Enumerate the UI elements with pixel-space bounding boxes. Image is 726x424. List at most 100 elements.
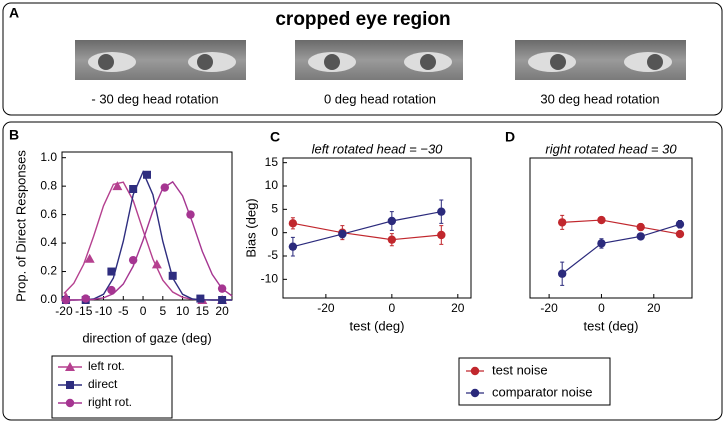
marker [437, 230, 446, 240]
series-line [561, 223, 681, 275]
y-tick-label: 0 [271, 225, 278, 239]
marker [65, 398, 75, 408]
y-tick-label: 5 [271, 202, 278, 216]
marker [288, 219, 298, 228]
marker [186, 210, 195, 219]
series-line [292, 222, 442, 241]
y-axis-label: Prop. of Direct Responses [13, 150, 28, 302]
marker [107, 267, 116, 276]
y-tick-label: 1.0 [40, 150, 57, 164]
panel-label: D [505, 129, 515, 145]
y-tick-label: -10 [261, 272, 279, 286]
x-axis-label: test (deg) [584, 318, 639, 333]
legend-label: direct [88, 377, 118, 391]
panel-label: A [9, 5, 19, 21]
image-caption: - 30 deg head rotation [91, 91, 218, 106]
chart-title: right rotated head = 30 [545, 141, 677, 156]
y-tick-label: 0.4 [40, 235, 57, 249]
marker [66, 381, 74, 389]
marker [128, 255, 138, 265]
image-caption: 30 deg head rotation [540, 91, 659, 106]
marker [143, 170, 151, 179]
eye-image [75, 40, 246, 80]
marker [61, 295, 71, 305]
x-tick-label: 0 [388, 301, 395, 315]
marker [107, 285, 116, 295]
eye-image [515, 40, 686, 80]
y-tick-label: 0.0 [40, 292, 57, 306]
marker [218, 296, 227, 304]
legend-label: left rot. [88, 359, 125, 373]
y-tick-label: -5 [267, 248, 278, 262]
marker [387, 216, 397, 226]
y-axis-label: Bias (deg) [243, 198, 258, 257]
marker [129, 185, 138, 193]
panel-a-frame [2, 2, 723, 116]
panel-title: cropped eye region [275, 9, 450, 30]
panel-label: B [9, 127, 19, 143]
panel-bcd-frame [2, 121, 723, 421]
marker [470, 388, 480, 398]
x-tick-label: -20 [317, 301, 335, 315]
x-tick-label: -20 [540, 301, 558, 315]
marker [151, 259, 162, 269]
image-caption: 0 deg head rotation [324, 91, 436, 106]
x-tick-label: 10 [176, 304, 190, 318]
x-tick-label: 20 [451, 301, 465, 315]
marker [84, 253, 95, 263]
marker [65, 362, 75, 371]
legend-frame [458, 357, 611, 406]
marker [288, 242, 298, 251]
legend-label: test noise [492, 362, 548, 377]
x-tick-label: 20 [215, 304, 229, 318]
marker [557, 218, 567, 227]
x-tick-label: 5 [159, 304, 166, 318]
panel-label: C [270, 129, 280, 145]
marker [112, 181, 123, 191]
fit-curve [63, 170, 232, 301]
plot-frame [529, 157, 693, 299]
marker [387, 235, 397, 244]
marker [437, 207, 446, 216]
eye-image [295, 40, 463, 80]
marker [557, 269, 567, 278]
y-tick-label: 15 [265, 155, 279, 169]
y-tick-label: 10 [265, 178, 279, 192]
marker [196, 294, 205, 303]
marker [217, 284, 227, 293]
y-tick-label: 0.8 [40, 178, 57, 192]
x-tick-label: 0 [140, 304, 147, 318]
x-tick-label: 0 [598, 301, 605, 315]
marker [636, 222, 645, 232]
marker [168, 271, 177, 280]
marker [81, 294, 90, 303]
series-line [562, 219, 681, 235]
x-axis-label: test (deg) [350, 318, 405, 333]
series-line [292, 211, 442, 248]
marker [597, 239, 606, 248]
legend-frame [51, 355, 173, 419]
fit-curve [63, 181, 232, 301]
marker [636, 232, 645, 241]
plot-frame [61, 151, 233, 301]
x-tick-label: -15 [75, 304, 93, 318]
plot-frame [282, 157, 472, 299]
legend-label: comparator noise [492, 384, 592, 399]
marker [338, 229, 347, 239]
x-tick-label: -10 [95, 304, 113, 318]
y-tick-label: 0.6 [40, 207, 57, 221]
marker [160, 183, 169, 192]
marker [675, 220, 685, 229]
legend-label: right rot. [88, 395, 132, 409]
x-axis-label: direction of gaze (deg) [82, 330, 211, 345]
y-tick-label: 0.2 [40, 264, 57, 278]
chart-title: left rotated head = −30 [312, 141, 444, 156]
marker [597, 215, 606, 225]
x-tick-label: 15 [196, 304, 210, 318]
x-tick-label: -20 [55, 304, 73, 318]
x-tick-label: -5 [118, 304, 129, 318]
marker [675, 229, 685, 239]
x-tick-label: 20 [647, 301, 661, 315]
fit-curve [63, 180, 233, 301]
